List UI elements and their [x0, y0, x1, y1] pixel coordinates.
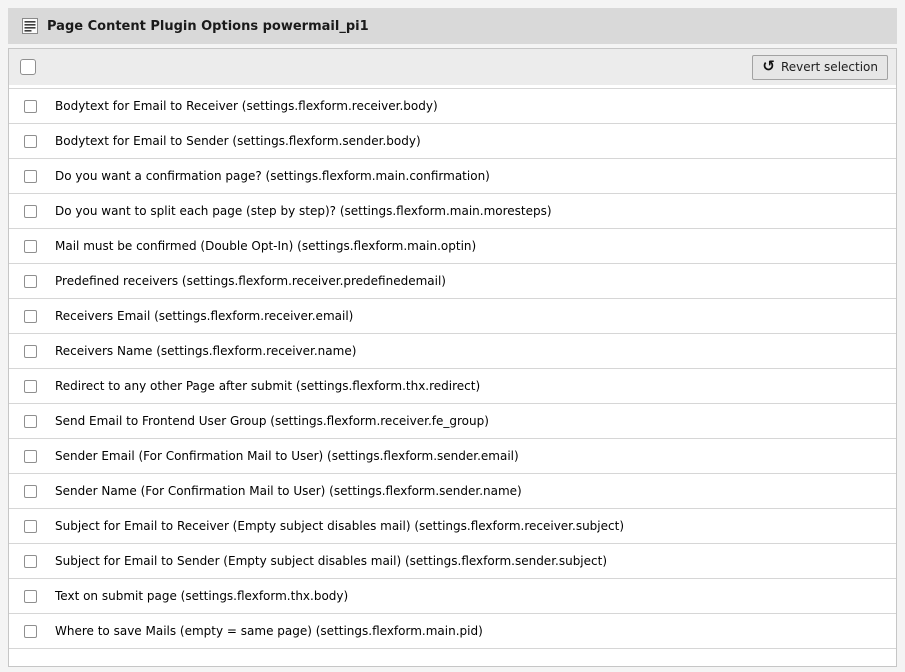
option-label: Do you want to split each page (step by …	[55, 204, 552, 218]
option-checkbox[interactable]	[24, 309, 37, 323]
option-checkbox[interactable]	[24, 239, 37, 253]
option-label: Sender Email (For Confirmation Mail to U…	[55, 449, 519, 463]
option-label: Do you want a confirmation page? (settin…	[55, 169, 490, 183]
revert-icon: ↺	[762, 56, 775, 75]
option-label: Sender Name (For Confirmation Mail to Us…	[55, 484, 522, 498]
option-row[interactable]: Do you want a confirmation page? (settin…	[9, 158, 896, 193]
option-checkbox[interactable]	[24, 99, 37, 113]
panel-title: Page Content Plugin Options powermail_pi…	[47, 18, 369, 34]
option-checkbox[interactable]	[24, 344, 37, 358]
panel-header: Page Content Plugin Options powermail_pi…	[8, 8, 897, 44]
option-checkbox[interactable]	[24, 169, 37, 183]
table-toolbar: ↺ Revert selection	[9, 49, 896, 85]
option-label: Mail must be confirmed (Double Opt-In) (…	[55, 239, 477, 253]
option-checkbox[interactable]	[24, 274, 37, 288]
option-row[interactable]: Receivers Email (settings.flexform.recei…	[9, 298, 896, 333]
option-checkbox[interactable]	[24, 414, 37, 428]
revert-button-label: Revert selection	[780, 60, 878, 74]
option-label: Where to save Mails (empty = same page) …	[55, 624, 483, 638]
option-checkbox[interactable]	[24, 449, 37, 463]
option-row[interactable]: Bodytext for Email to Sender (settings.f…	[9, 123, 896, 158]
option-label: Bodytext for Email to Receiver (settings…	[55, 99, 438, 113]
option-label: Bodytext for Email to Sender (settings.f…	[55, 134, 421, 148]
option-checkbox[interactable]	[24, 379, 37, 393]
option-label: Subject for Email to Sender (Empty subje…	[55, 554, 608, 568]
option-row[interactable]: Sender Email (For Confirmation Mail to U…	[9, 438, 896, 473]
option-checkbox[interactable]	[24, 484, 37, 498]
option-label: Predefined receivers (settings.flexform.…	[55, 274, 446, 288]
content-element-icon	[22, 18, 38, 34]
option-label: Redirect to any other Page after submit …	[55, 379, 481, 393]
option-checkbox[interactable]	[24, 554, 37, 568]
option-row[interactable]: Mail must be confirmed (Double Opt-In) (…	[9, 228, 896, 263]
option-row[interactable]: Receivers Name (settings.flexform.receiv…	[9, 333, 896, 368]
options-table: ↺ Revert selection Bodytext for Email to…	[8, 48, 897, 667]
revert-selection-button[interactable]: ↺ Revert selection	[752, 54, 888, 80]
option-label: Send Email to Frontend User Group (setti…	[55, 414, 489, 428]
option-row[interactable]: Redirect to any other Page after submit …	[9, 368, 896, 403]
option-row[interactable]: Do you want to split each page (step by …	[9, 193, 896, 228]
option-row[interactable]: Send Email to Frontend User Group (setti…	[9, 403, 896, 438]
options-rows: Bodytext for Email to Receiver (settings…	[9, 88, 896, 648]
option-checkbox[interactable]	[24, 624, 37, 638]
option-label: Subject for Email to Receiver (Empty sub…	[55, 519, 624, 533]
table-footer	[9, 648, 896, 666]
option-row[interactable]: Bodytext for Email to Receiver (settings…	[9, 88, 896, 123]
option-row[interactable]: Sender Name (For Confirmation Mail to Us…	[9, 473, 896, 508]
option-row[interactable]: Text on submit page (settings.flexform.t…	[9, 578, 896, 613]
option-checkbox[interactable]	[24, 589, 37, 603]
option-checkbox[interactable]	[24, 204, 37, 218]
toolbar-spacer	[9, 85, 896, 88]
select-all-checkbox[interactable]	[20, 59, 36, 75]
option-checkbox[interactable]	[24, 134, 37, 148]
option-row[interactable]: Where to save Mails (empty = same page) …	[9, 613, 896, 648]
option-label: Text on submit page (settings.flexform.t…	[55, 589, 349, 603]
option-checkbox[interactable]	[24, 519, 37, 533]
option-row[interactable]: Subject for Email to Receiver (Empty sub…	[9, 508, 896, 543]
plugin-options-panel: Page Content Plugin Options powermail_pi…	[8, 8, 897, 667]
option-row[interactable]: Predefined receivers (settings.flexform.…	[9, 263, 896, 298]
option-row[interactable]: Subject for Email to Sender (Empty subje…	[9, 543, 896, 578]
option-label: Receivers Name (settings.flexform.receiv…	[55, 344, 357, 358]
option-label: Receivers Email (settings.flexform.recei…	[55, 309, 354, 323]
